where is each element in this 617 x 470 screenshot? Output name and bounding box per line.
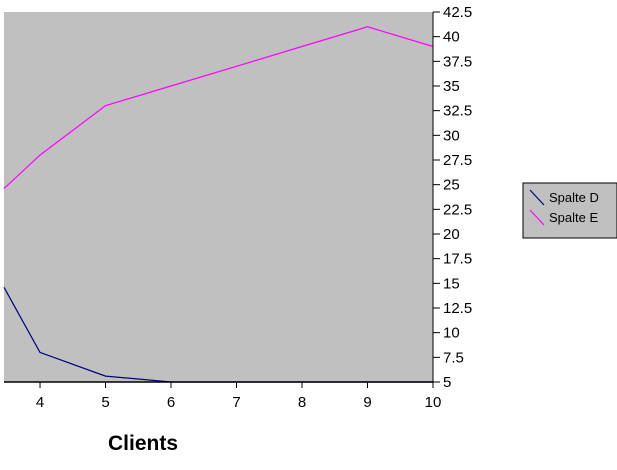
series-line-2	[3, 26, 434, 190]
x-tick-label: 7	[232, 394, 240, 411]
y-tick-label: 5	[443, 374, 451, 391]
x-tick-label: 6	[167, 394, 175, 411]
legend-swatch	[529, 189, 545, 206]
y-tick-label: 12.5	[443, 300, 472, 317]
y-tick-label: 15	[443, 275, 460, 292]
x-tick-label: 10	[425, 394, 442, 411]
y-tick-label: 32.5	[443, 103, 472, 120]
y-tick-label: 35	[443, 78, 460, 95]
x-tick-label: 4	[36, 394, 44, 411]
y-tick-label: 20	[443, 226, 460, 243]
legend-swatch	[529, 209, 545, 226]
legend-label: Spalte D	[549, 190, 599, 205]
y-axis-ticks: 5 7.5 10 12.5 15 17.5 20 22.5 25 27.5 30 32.5 35 37.5…	[433, 4, 472, 391]
legend-label: Spalte E	[549, 210, 598, 225]
y-tick-label: 22.5	[443, 201, 472, 218]
y-tick-label: 37.5	[443, 53, 472, 70]
y-tick-label: 17.5	[443, 251, 472, 268]
x-tick-label: 5	[101, 394, 109, 411]
y-tick-label: 25	[443, 177, 460, 194]
legend-box	[522, 182, 617, 239]
y-tick-label: 27.5	[443, 152, 472, 169]
y-tick-label: 40	[443, 29, 460, 46]
x-axis-title: Clients	[108, 432, 178, 455]
y-tick-label: 42.5	[443, 4, 472, 21]
y-tick-label: 30	[443, 127, 460, 144]
x-tick-label: 9	[363, 394, 371, 411]
y-tick-label: 10	[443, 325, 460, 342]
x-tick-label: 8	[298, 394, 306, 411]
legend: Spalte D Spalte E	[522, 182, 617, 239]
y-tick-label: 7.5	[443, 349, 464, 366]
plot-area	[4, 12, 433, 382]
x-axis-ticks: 4 5 6 7 8 9 10	[36, 382, 441, 411]
